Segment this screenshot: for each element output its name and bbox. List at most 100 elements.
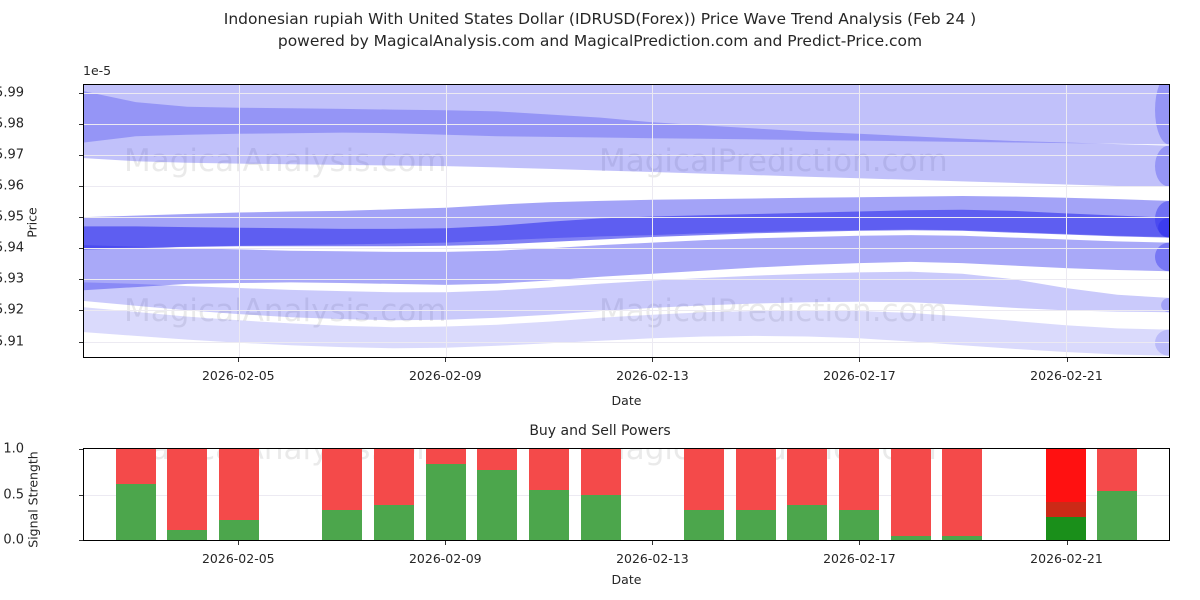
wave-vgridline [445, 85, 447, 357]
wave-gridline [84, 310, 1169, 312]
signal-bar[interactable] [890, 449, 931, 540]
signal-bar[interactable] [322, 449, 363, 540]
wave-x-tick-mark [445, 358, 447, 362]
wave-band-band-lower-mid [84, 271, 1169, 321]
wave-y-tick-mark [79, 92, 83, 94]
wave-y-tick-label: 5.96 [0, 178, 24, 194]
bars-y-tick-label: 1.0 [3, 441, 24, 457]
signal-bar[interactable] [580, 449, 621, 540]
signal-bar[interactable] [942, 449, 983, 540]
buy-power-segment [787, 505, 828, 540]
bars-x-tick-mark [652, 541, 654, 545]
wave-x-tick-mark [652, 358, 654, 362]
bars-x-tick-mark [238, 541, 240, 545]
bars-x-tick-mark [445, 541, 447, 545]
wave-y-tick-label: 5.93 [0, 271, 24, 287]
wave-y-tick-label: 5.98 [0, 116, 24, 132]
sell-power-segment [1097, 449, 1138, 491]
wave-y-axis-title: Price [24, 207, 40, 238]
buy-power-segment [528, 489, 570, 540]
sell-power-segment [838, 449, 880, 510]
signal-bar[interactable] [477, 449, 518, 540]
page-title: Indonesian rupiah With United States Dol… [223, 10, 977, 28]
highlight-transition-segment [1045, 501, 1086, 518]
sell-power-segment [580, 449, 621, 496]
buy-power-segment [683, 510, 725, 540]
wave-y-tick-label: 5.94 [0, 240, 24, 256]
sell-power-segment [167, 449, 208, 530]
buy-power-segment [580, 495, 621, 540]
wave-y-tick-label: 5.99 [0, 85, 24, 101]
bars-x-tick-label: 2026-02-09 [408, 551, 482, 566]
signal-bar[interactable] [528, 449, 570, 540]
wave-gridline [84, 186, 1169, 187]
bars-x-tick-mark [859, 541, 861, 545]
sell-power-segment [425, 449, 466, 464]
bars-plot-area: MagicalAnalysis.com MagicalPrediction.co… [83, 448, 1170, 541]
buy-power-segment [1045, 517, 1086, 540]
wave-x-tick-label: 2026-02-21 [1030, 368, 1103, 383]
signal-bar[interactable] [115, 449, 156, 540]
chart-title-block: Indonesian rupiah With United States Dol… [0, 8, 1200, 52]
y-axis-offset-label: 1e-5 [83, 63, 112, 78]
bars-y-tick-mark [79, 449, 83, 450]
buy-power-segment [373, 504, 415, 540]
wave-bands-svg [84, 85, 1169, 356]
buy-power-segment [218, 520, 260, 540]
sell-power-segment [890, 449, 931, 536]
sell-power-segment [477, 449, 518, 470]
wave-x-tick-label: 2026-02-17 [823, 368, 896, 383]
sell-power-segment [528, 449, 570, 490]
bars-x-tick-label: 2026-02-13 [616, 551, 689, 566]
sell-power-segment [683, 449, 725, 510]
wave-y-tick-mark [79, 217, 83, 219]
bars-chart-title: Buy and Sell Powers [529, 423, 671, 439]
wave-y-tick-mark [79, 123, 83, 125]
buy-power-segment [890, 535, 931, 540]
buy-power-segment [322, 510, 363, 540]
wave-band-band-outer-lower [84, 307, 1169, 356]
signal-bar[interactable] [373, 449, 415, 540]
wave-gridline [84, 248, 1169, 250]
wave-band-cap [1155, 329, 1169, 356]
buy-power-segment [838, 510, 880, 540]
wave-band-cap [1155, 242, 1169, 272]
signal-bar[interactable] [683, 449, 725, 540]
bars-x-tick-label: 2026-02-05 [201, 551, 275, 566]
bars-y-tick-label: 0.5 [3, 487, 24, 502]
wave-x-tick-label: 2026-02-13 [616, 368, 689, 383]
bars-y-axis-title: Signal Strength [25, 451, 41, 548]
wave-y-tick-label: 5.95 [0, 209, 24, 225]
signal-bar[interactable] [838, 449, 880, 540]
sell-power-segment [787, 449, 828, 506]
wave-plot-area: MagicalAnalysis.com MagicalPrediction.co… [83, 84, 1170, 358]
wave-y-tick-mark [79, 279, 83, 281]
bars-x-tick-label: 2026-02-21 [1030, 551, 1103, 566]
wave-band-band-upper-mid [84, 91, 1169, 187]
buy-power-segment [1097, 490, 1138, 540]
wave-chart: MagicalAnalysis.com MagicalPrediction.co… [83, 84, 1170, 358]
wave-gridline [84, 92, 1169, 94]
sell-power-segment [218, 449, 260, 520]
wave-band-band-core-dense [84, 209, 1169, 249]
signal-bar[interactable] [787, 449, 828, 540]
signal-bar[interactable] [218, 449, 260, 540]
wave-y-tick-mark [79, 248, 83, 250]
sell-power-segment [942, 449, 983, 537]
buy-power-segment [735, 510, 776, 540]
wave-x-tick-label: 2026-02-05 [201, 368, 275, 383]
signal-bar[interactable] [735, 449, 776, 540]
signal-bar[interactable] [425, 449, 466, 540]
bars-x-axis-title: Date [611, 572, 642, 587]
buy-power-segment [425, 463, 466, 540]
signal-bar[interactable] [1045, 449, 1086, 540]
wave-band-cap [1158, 217, 1169, 238]
wave-x-tick-mark [859, 358, 861, 362]
signal-bar[interactable] [167, 449, 208, 540]
bars-x-tick-mark [1066, 541, 1068, 545]
wave-x-axis-title: Date [611, 393, 642, 408]
wave-band-cap [1161, 298, 1169, 313]
sell-power-segment [322, 449, 363, 510]
signal-bar[interactable] [1097, 449, 1138, 540]
wave-gridline [84, 217, 1169, 219]
